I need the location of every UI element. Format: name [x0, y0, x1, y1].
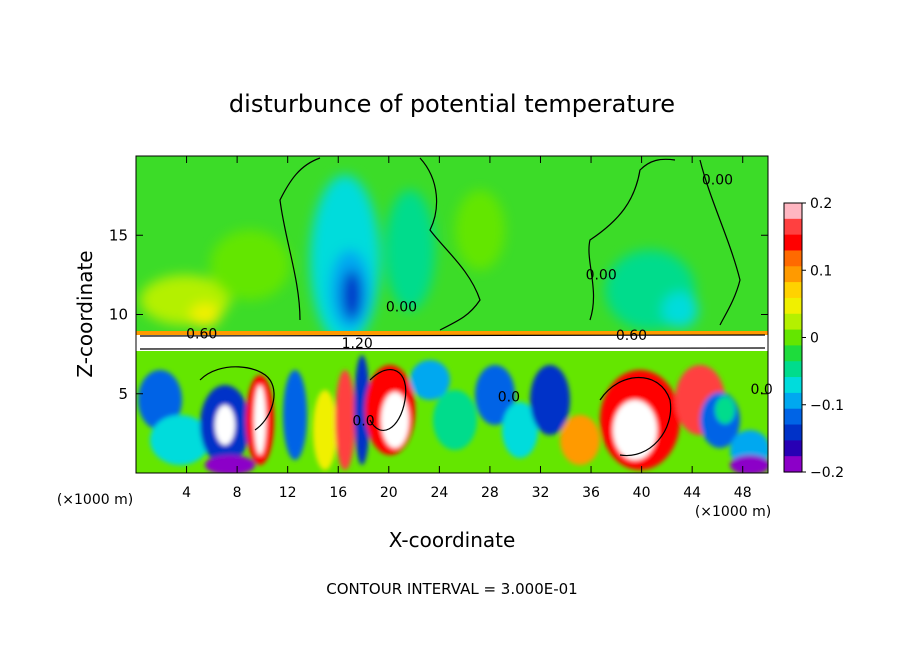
x-tick-label: 28: [481, 485, 499, 501]
x-tick-label: 4: [182, 485, 191, 501]
contour-label: 0.00: [586, 268, 617, 284]
x-tick-label: 44: [683, 485, 701, 501]
colorbar-segment: [784, 234, 802, 252]
upper-layer-anomalies: [140, 175, 698, 345]
colorbar-segment: [784, 218, 802, 236]
lower-layer-eddies: [138, 355, 768, 473]
interface-band: [136, 331, 768, 335]
contour-label: 0.0: [498, 390, 520, 406]
x-unit-right: (×1000 m): [695, 504, 771, 520]
plot-area: [136, 156, 768, 473]
x-tick-label: 48: [734, 485, 752, 501]
x-tick-label: 12: [279, 485, 297, 501]
interface-white: [136, 335, 768, 351]
colorbar-segment: [784, 377, 802, 394]
x-tick-label: 20: [380, 485, 398, 501]
contour-labels: 0.00 0.00 0.00 0.60 0.60 1.20 0.0 0.0 0.0: [186, 173, 773, 430]
contour-label: 0.0: [352, 413, 374, 429]
contour-label: 1.20: [342, 336, 373, 352]
y-axis-label: Z-coordinate: [73, 250, 97, 377]
colorbar-tick-label: 0.2: [810, 196, 832, 212]
contour-label: 0.0: [751, 382, 773, 398]
colorbar-segment: [784, 329, 802, 347]
colorbar-segment: [784, 313, 802, 331]
colorbar-tick-label: −0.1: [810, 398, 844, 414]
colorbar-segment: [784, 250, 802, 267]
y-tick-label: 10: [109, 306, 128, 324]
colorbar-segment: [784, 282, 802, 299]
x-unit-left: (×1000 m): [57, 492, 133, 508]
colorbar-tick-label: −0.2: [810, 465, 844, 481]
contour-label: 0.60: [616, 328, 647, 344]
colorbar-tick-label: 0.1: [810, 263, 832, 279]
x-tick-label: 16: [329, 485, 347, 501]
colorbar-segment: [784, 424, 802, 441]
x-axis: 4 8 12 16 20 24 28 32 36 40 44 48: [182, 156, 752, 501]
contour-label: 0.00: [386, 299, 417, 315]
x-tick-label: 8: [233, 485, 242, 501]
x-tick-label: 24: [430, 485, 448, 501]
contour-interval: CONTOUR INTERVAL = 3.000E-01: [326, 580, 577, 598]
y-tick-label: 5: [118, 385, 128, 403]
y-axis: 5 10 15: [109, 226, 768, 403]
colorbar: 0.2 0.1 0 −0.1 −0.2: [783, 196, 844, 481]
contour-label: 0.00: [702, 173, 733, 189]
x-tick-label: 40: [633, 485, 651, 501]
colorbar-segment: [784, 345, 802, 362]
x-axis-label: X-coordinate: [389, 528, 516, 552]
colorbar-segment: [784, 297, 802, 315]
contour-label: 0.60: [186, 326, 217, 342]
colorbar-tick-label: 0: [810, 331, 819, 347]
colorbar-segment: [784, 456, 802, 473]
colorbar-segment: [784, 266, 802, 283]
colorbar-segment: [784, 440, 802, 457]
colorbar-segment: [784, 408, 802, 426]
colorbar-segment: [784, 361, 802, 378]
colorbar-segment: [784, 392, 802, 410]
x-tick-label: 32: [532, 485, 550, 501]
x-tick-label: 36: [582, 485, 600, 501]
colorbar-segment: [784, 203, 802, 220]
chart-title: disturbunce of potential temperature: [229, 90, 675, 118]
y-tick-label: 15: [109, 226, 128, 244]
